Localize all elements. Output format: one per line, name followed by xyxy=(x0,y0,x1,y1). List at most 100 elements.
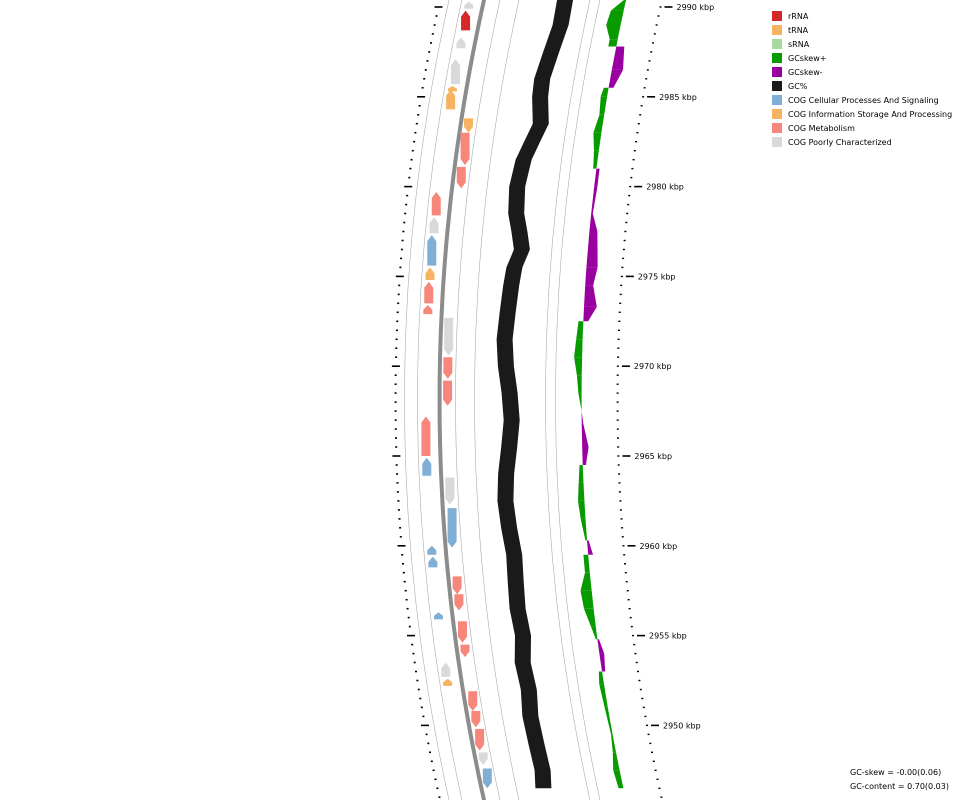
legend: rRNA tRNA sRNA GCskew+ GCskew- GC% COG C… xyxy=(772,9,952,149)
axis-minor-tick xyxy=(617,446,620,448)
axis-minor-tick xyxy=(619,500,622,502)
minor-tick xyxy=(403,221,406,224)
axis-minor-tick xyxy=(647,733,650,736)
legend-swatch-cog-cellular xyxy=(772,95,782,105)
gc-skew-negative-segment xyxy=(586,231,598,268)
axis-major-tick xyxy=(625,275,634,278)
axis-minor-tick xyxy=(638,679,641,682)
minor-tick xyxy=(397,500,400,502)
legend-item-cog-information: COG Information Storage And Processing xyxy=(772,107,952,121)
feature-rrna xyxy=(461,10,471,31)
legend-item-gc-percent: GC% xyxy=(772,79,952,93)
legend-item-cog-cellular: COG Cellular Processes And Signaling xyxy=(772,93,952,107)
feature-cog-poorly-characterized xyxy=(444,317,454,356)
axis-minor-tick xyxy=(617,455,620,457)
minor-tick xyxy=(408,176,411,179)
axis-minor-tick xyxy=(652,760,655,762)
legend-label-cog-metabolism: COG Metabolism xyxy=(788,123,855,133)
minor-tick xyxy=(396,482,399,484)
gc-skew-track xyxy=(574,0,626,789)
legend-item-srna: sRNA xyxy=(772,37,952,51)
minor-tick xyxy=(396,311,399,314)
axis-minor-tick xyxy=(655,24,658,26)
legend-swatch-trna xyxy=(772,25,782,35)
minor-tick xyxy=(422,715,425,718)
legend-label-gcskew-neg: GCskew- xyxy=(788,67,823,77)
minor-tick xyxy=(399,527,402,529)
axis-minor-tick xyxy=(640,105,643,107)
minor-tick xyxy=(396,491,399,493)
legend-label-cog-poorly: COG Poorly Characterized xyxy=(788,137,892,147)
axis-minor-tick xyxy=(617,338,620,340)
minor-tick xyxy=(408,625,411,628)
minor-tick xyxy=(430,760,433,763)
minor-tick xyxy=(395,446,398,448)
feature-trna xyxy=(463,118,473,133)
gc-skew-negative-segment xyxy=(594,168,600,187)
minor-tick xyxy=(417,114,420,116)
axis-tick-label: 2955 kbp xyxy=(649,632,687,641)
minor-tick xyxy=(404,185,413,188)
axis-minor-tick xyxy=(651,751,653,753)
minor-tick xyxy=(406,607,409,610)
minor-tick xyxy=(397,545,406,547)
axis-major-tick xyxy=(647,96,656,98)
gc-skew-negative-segment xyxy=(611,46,625,70)
gc-skew-negative-segment xyxy=(591,186,598,214)
minor-tick xyxy=(410,158,413,161)
minor-tick xyxy=(397,302,400,305)
minor-tick xyxy=(394,392,397,394)
gc-skew-positive-segment xyxy=(580,518,587,541)
axis-minor-tick xyxy=(619,302,622,304)
minor-tick xyxy=(416,679,419,682)
axis-major-tick xyxy=(634,185,643,188)
gc-skew-positive-segment xyxy=(612,752,620,771)
feature-cog-metabolism xyxy=(423,305,433,315)
minor-tick xyxy=(413,661,416,664)
minor-tick xyxy=(404,589,407,592)
minor-tick xyxy=(429,751,431,754)
minor-tick xyxy=(403,580,406,583)
feature-cog-cellular-processes-and-signaling xyxy=(447,508,457,548)
axis-minor-tick xyxy=(632,159,635,161)
gc-skew-positive-segment xyxy=(584,608,596,627)
minor-tick xyxy=(415,670,417,673)
legend-label-gcskew-pos: GCskew+ xyxy=(788,53,827,63)
gc-skew-negative-segment xyxy=(585,267,598,286)
gc-skew-positive-segment xyxy=(599,96,608,115)
axis-minor-tick xyxy=(628,194,631,197)
minor-tick xyxy=(405,598,408,601)
feature-cog-metabolism xyxy=(421,416,431,456)
gc-skew-negative-segment xyxy=(581,411,584,424)
legend-item-gcskew-pos: GCskew+ xyxy=(772,51,952,65)
gc-skew-negative-segment xyxy=(589,213,598,232)
axis-minor-tick xyxy=(627,203,630,206)
axis-tick-label: 2950 kbp xyxy=(663,721,701,730)
minor-tick xyxy=(404,212,407,215)
axis-minor-tick xyxy=(624,563,626,565)
minor-tick xyxy=(415,122,418,125)
feature-cog-poorly-characterized xyxy=(456,37,466,49)
guide-line xyxy=(474,0,520,800)
minor-tick xyxy=(436,787,439,790)
axis-minor-tick xyxy=(619,509,622,511)
gc-skew-positive-segment xyxy=(611,734,616,753)
feature-cog-cellular-processes-and-signaling xyxy=(482,768,492,789)
axis-minor-tick xyxy=(626,590,629,592)
guide-line xyxy=(545,0,591,800)
axis-major-tick xyxy=(651,724,659,727)
axis-minor-tick xyxy=(648,60,651,62)
axis-minor-tick xyxy=(646,724,648,727)
legend-label-gc-percent: GC% xyxy=(788,81,808,91)
axis-ticks: 2990 kbp 2985 kbp 2980 kbp 2975 kbp 2970 kbp… xyxy=(621,3,714,730)
minor-tick xyxy=(402,230,405,233)
axis-minor-tick xyxy=(617,356,620,358)
axis-tick-label: 2965 kbp xyxy=(634,452,672,461)
axis-minor-tick xyxy=(617,347,620,349)
gc-skew-positive-segment xyxy=(583,554,590,573)
axis-minor-tick xyxy=(635,661,638,664)
axis-minor-tick xyxy=(616,383,619,385)
axis-minor-tick xyxy=(654,769,657,771)
minor-tick xyxy=(417,688,420,691)
gc-skew-positive-segment xyxy=(576,321,584,340)
